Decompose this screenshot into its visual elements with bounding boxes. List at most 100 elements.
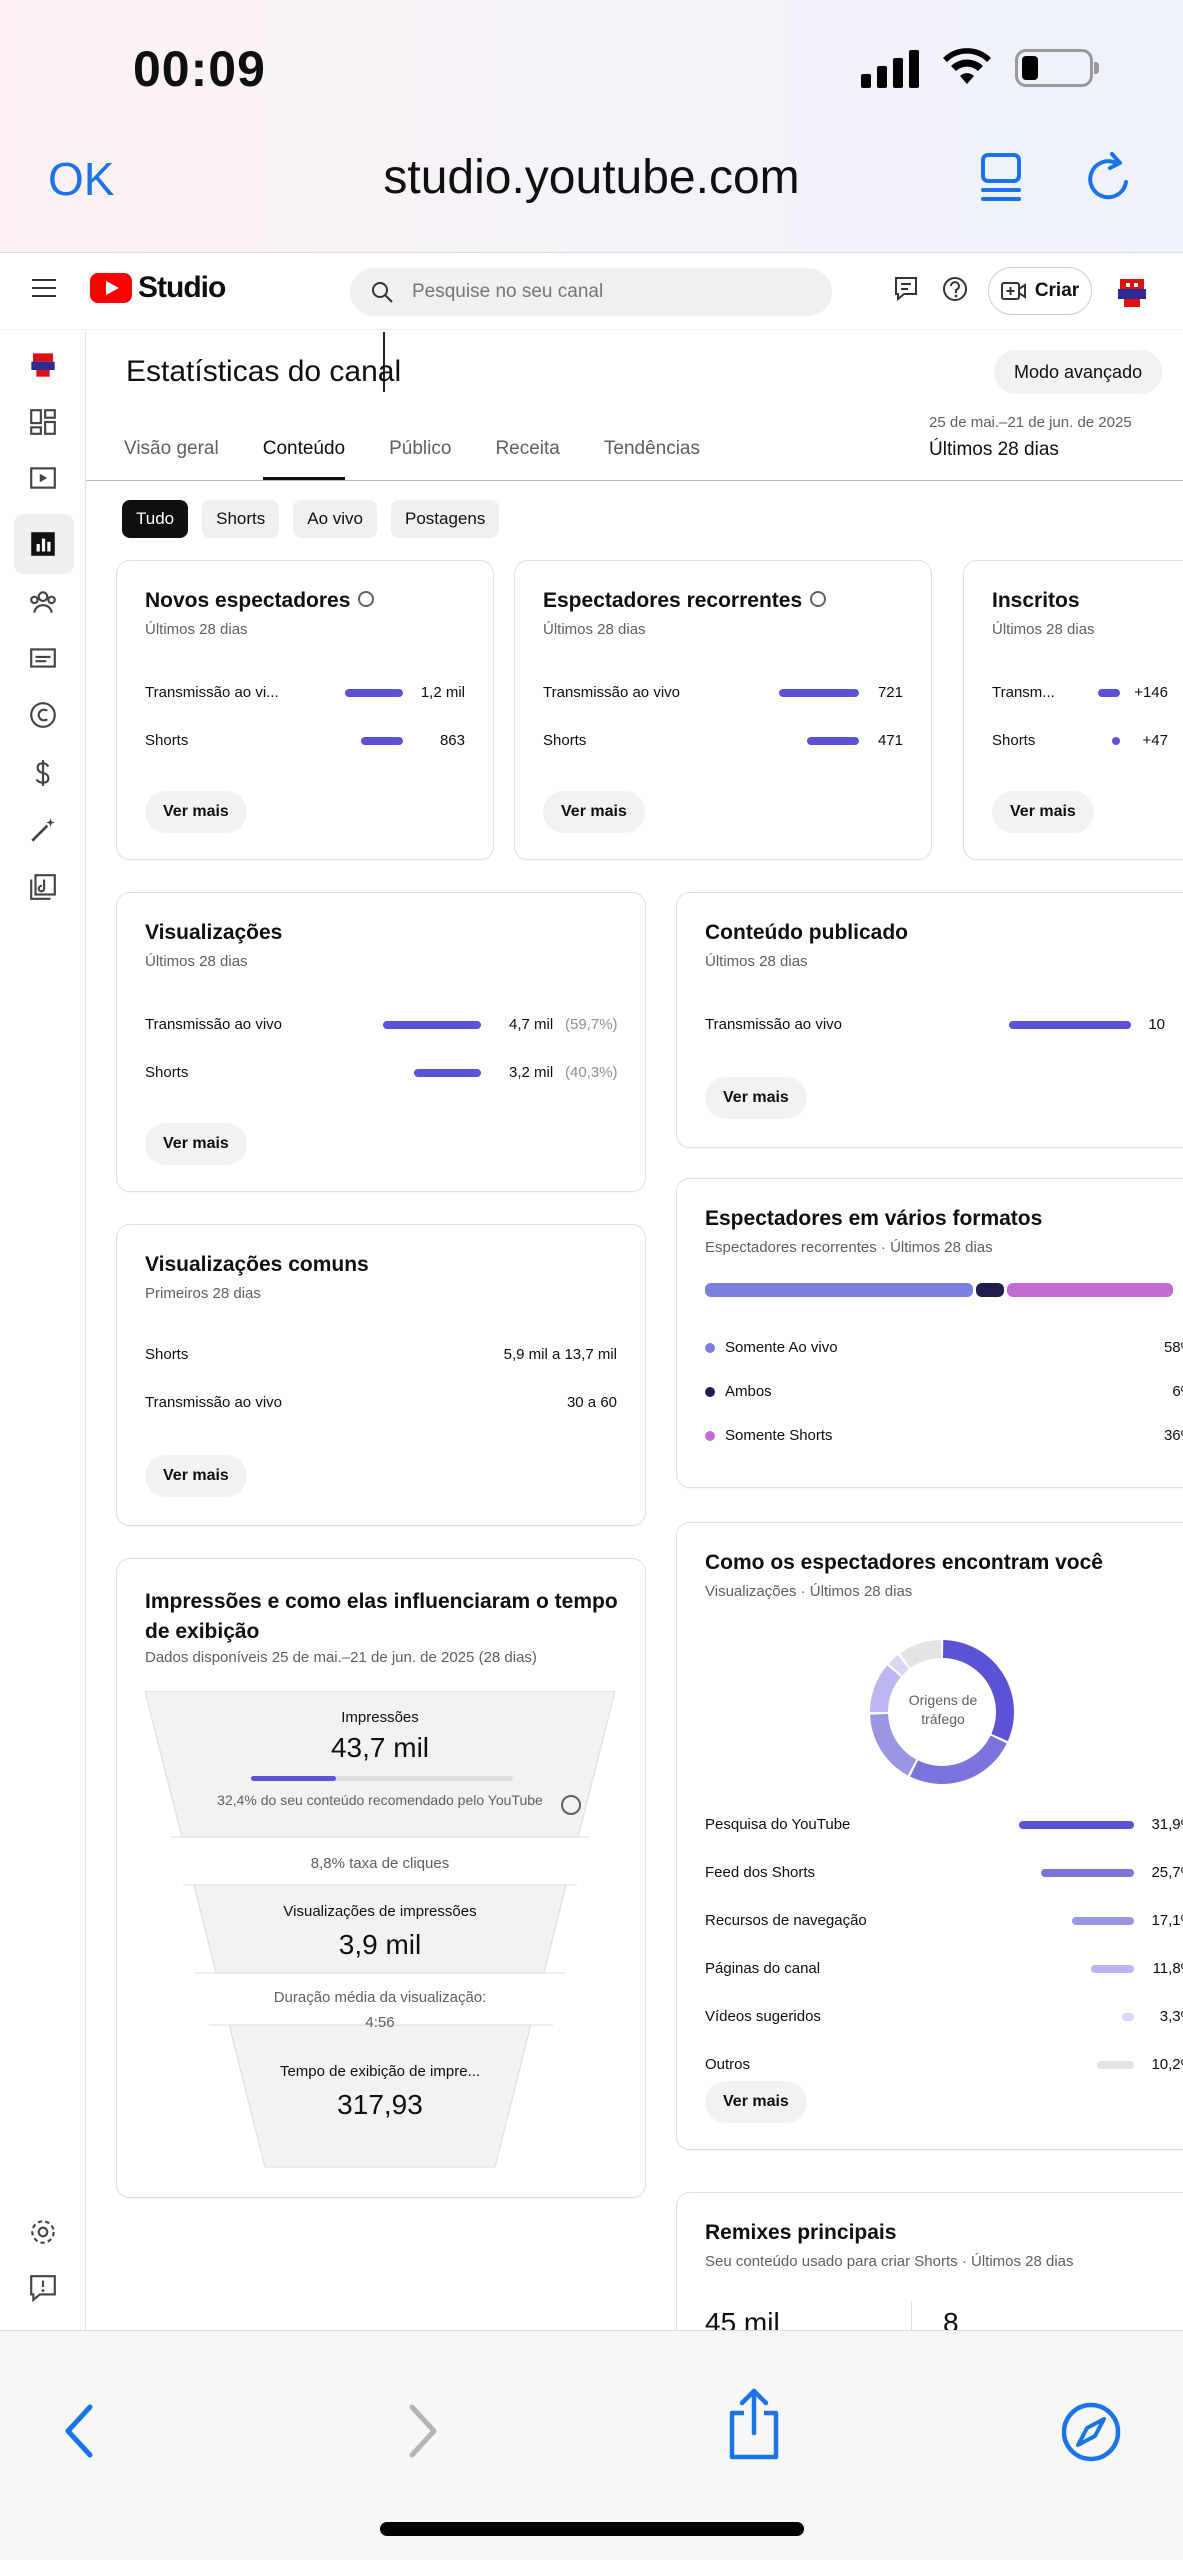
tab-overview[interactable]: Visão geral — [124, 438, 219, 459]
published-content-card: Conteúdo publicado Últimos 28 dias Trans… — [676, 892, 1183, 1148]
community-icon[interactable] — [28, 587, 58, 617]
search-box[interactable] — [350, 268, 832, 316]
reader-mode-icon[interactable] — [978, 152, 1024, 202]
traffic-bar — [1019, 1821, 1134, 1829]
help-icon[interactable] — [941, 275, 969, 303]
settings-icon[interactable] — [28, 2217, 58, 2247]
advanced-mode-button[interactable]: Modo avançado — [994, 350, 1163, 394]
stacked-share-bar — [705, 1283, 1173, 1297]
chip-shorts[interactable]: Shorts — [202, 500, 280, 538]
traffic-row: Vídeos sugeridos 3,3% — [705, 2005, 1183, 2029]
format-filter-chips: Tudo Shorts Ao vivo Postagens — [122, 500, 500, 538]
traffic-sources-card: Como os espectadores encontram você Visu… — [676, 1522, 1183, 2150]
customization-icon[interactable] — [28, 815, 58, 845]
url-bar[interactable]: studio.youtube.com — [383, 151, 800, 204]
feedback-icon[interactable] — [893, 275, 919, 303]
chip-live[interactable]: Ao vivo — [293, 500, 378, 538]
metric-label: Shorts — [992, 732, 1036, 749]
info-icon[interactable] — [561, 1795, 581, 1815]
metric-value: 3,2 mil — [509, 1064, 554, 1081]
see-more-button[interactable]: Ver mais — [145, 1123, 247, 1165]
ctr-text: 8,8% taxa de cliques — [310, 1855, 450, 1872]
tab-content[interactable]: Conteúdo — [262, 438, 346, 480]
metric-value: 1,2 mil — [420, 684, 465, 701]
see-more-button[interactable]: Ver mais — [705, 2081, 807, 2123]
share-icon[interactable] — [724, 2387, 784, 2463]
legend-label: Somente Shorts — [725, 1427, 833, 1444]
see-more-button[interactable]: Ver mais — [992, 791, 1094, 833]
back-icon[interactable] — [60, 2401, 100, 2461]
battery-icon — [1015, 49, 1099, 87]
date-range-picker[interactable]: 25 de mai.–21 de jun. de 2025 Últimos 28… — [929, 414, 1132, 461]
impressions-funnel-shape — [145, 1691, 615, 2168]
impressions-card: Impressões e como elas influenciaram o t… — [116, 1558, 646, 2198]
card-title: Inscritos — [992, 589, 1080, 612]
see-more-button[interactable]: Ver mais — [543, 791, 645, 833]
see-more-button[interactable]: Ver mais — [145, 791, 247, 833]
card-subtitle: Últimos 28 dias — [992, 621, 1095, 638]
studio-logo[interactable]: Studio — [90, 271, 226, 305]
recommended-bar-fill — [251, 1776, 336, 1781]
new-viewers-card: Novos espectadores Últimos 28 dias Trans… — [116, 560, 494, 860]
subtitles-icon[interactable] — [28, 643, 58, 673]
metric-percent: (59,7%) — [565, 1016, 618, 1033]
tab-audience[interactable]: Público — [389, 438, 452, 459]
clock-icon[interactable] — [358, 591, 375, 608]
metric-row: Transmissão ao vivo 4,7 mil (59,7%) — [145, 1013, 618, 1037]
metric-row: Transmissão ao vivo 30 a 60 — [145, 1391, 617, 1415]
channel-avatar[interactable] — [1114, 275, 1150, 311]
traffic-label: Pesquisa do YouTube — [705, 1816, 851, 1833]
avg-duration-label: Duração média da visualização: — [273, 1989, 487, 2006]
earn-icon[interactable] — [28, 758, 58, 788]
metric-label: Shorts — [543, 732, 587, 749]
metric-label: Transmissão ao vivo — [145, 1394, 282, 1411]
logo-text: Studio — [138, 271, 226, 304]
chip-posts[interactable]: Postagens — [391, 500, 500, 538]
metric-bar — [361, 737, 403, 745]
impression-views-label: Visualizações de impressões — [283, 1903, 477, 1920]
cellular-signal-icon — [861, 48, 919, 88]
legend-item: Somente Shorts 36% — [705, 1425, 1183, 1447]
top-remixes-card: Remixes principais Seu conteúdo usado pa… — [676, 2192, 1183, 2330]
audio-library-icon[interactable] — [28, 872, 58, 902]
traffic-row: Outros 10,2% — [705, 2053, 1183, 2077]
traffic-donut-chart — [870, 1640, 1014, 1784]
metric-bar — [383, 1021, 481, 1029]
chip-all[interactable]: Tudo — [122, 500, 189, 538]
tab-trends[interactable]: Tendências — [603, 438, 700, 459]
youtube-play-icon — [90, 273, 132, 303]
channel-avatar-nav[interactable] — [28, 350, 58, 380]
search-input[interactable] — [412, 281, 792, 303]
reload-icon[interactable] — [1086, 152, 1132, 204]
safari-bottom-toolbar — [0, 2330, 1183, 2560]
metric-value: 471 — [877, 732, 903, 749]
returning-viewers-card: Espectadores recorrentes Últimos 28 dias… — [514, 560, 932, 860]
donut-slice — [870, 1665, 901, 1713]
clock-icon[interactable] — [810, 591, 827, 608]
watch-time-value: 317,93 — [337, 2089, 423, 2120]
analytics-icon[interactable] — [28, 529, 58, 559]
recommended-text: 32,4% do seu conteúdo recomendado pelo Y… — [217, 1792, 543, 1808]
traffic-row: Feed dos Shorts 25,7% — [705, 1861, 1183, 1885]
analytics-tabs: Visão geral Conteúdo Público Receita Ten… — [124, 438, 744, 480]
see-more-button[interactable]: Ver mais — [145, 1455, 247, 1497]
metric-bar — [1009, 1021, 1131, 1029]
metric-label: Transmissão ao vivo — [543, 684, 680, 701]
create-button[interactable]: Criar — [988, 267, 1092, 315]
see-more-button[interactable]: Ver mais — [705, 1077, 807, 1119]
tab-revenue[interactable]: Receita — [495, 438, 560, 459]
metric-label: Shorts — [145, 1346, 189, 1363]
dashboard-icon[interactable] — [28, 407, 58, 437]
legend-value: 58% — [1163, 1339, 1183, 1356]
menu-icon[interactable] — [32, 279, 56, 303]
remix-value-secondary: 8 — [943, 2307, 959, 2330]
content-icon[interactable] — [28, 463, 58, 493]
send-feedback-icon[interactable] — [28, 2273, 58, 2303]
card-subtitle: Espectadores recorrentes · Últimos 28 di… — [705, 1239, 993, 1256]
impressions-segment: Impressões 43,7 mil — [145, 1709, 615, 1764]
metric-bar — [779, 689, 859, 697]
done-button[interactable]: OK — [48, 153, 115, 205]
compass-icon[interactable] — [1060, 2401, 1122, 2463]
forward-icon[interactable] — [402, 2401, 442, 2461]
copyright-icon[interactable] — [28, 700, 58, 730]
